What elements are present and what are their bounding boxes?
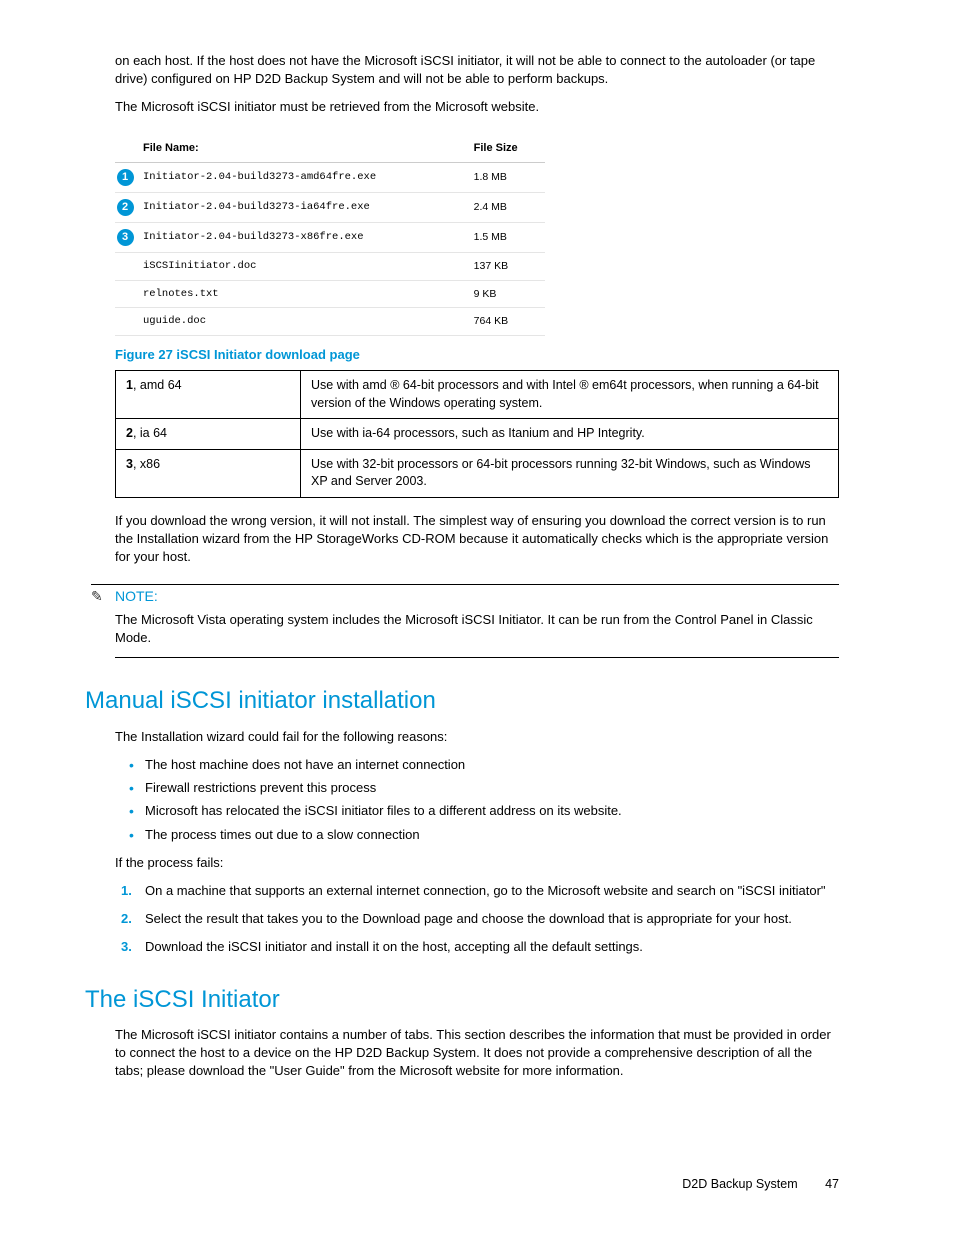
callout-badge-3: 3 (117, 229, 134, 246)
key-desc: Use with 32-bit processors or 64-bit pro… (301, 449, 839, 497)
list-item: Microsoft has relocated the iSCSI initia… (115, 802, 839, 820)
file-table-header-name: File Name: (143, 135, 474, 163)
file-row: iSCSIinitiator.doc 137 KB (115, 252, 545, 280)
intro-paragraph-2: The Microsoft iSCSI initiator must be re… (115, 98, 839, 116)
key-label: , x86 (133, 457, 160, 471)
file-size: 137 KB (474, 252, 545, 280)
key-table: 1, amd 64 Use with amd ® 64-bit processo… (115, 370, 839, 498)
section2-p1: The Microsoft iSCSI initiator contains a… (115, 1026, 839, 1081)
file-name: Initiator-2.04-build3273-x86fre.exe (143, 222, 474, 252)
file-size: 9 KB (474, 280, 545, 308)
list-item: The host machine does not have an intern… (115, 756, 839, 774)
footer-page-number: 47 (825, 1177, 839, 1191)
fail-reasons-list: The host machine does not have an intern… (115, 756, 839, 844)
section1-p1: The Installation wizard could fail for t… (115, 728, 839, 746)
steps-list: 1.On a machine that supports an external… (115, 882, 839, 957)
key-num: 3 (126, 457, 133, 471)
key-num: 1 (126, 378, 133, 392)
callout-badge-1: 1 (117, 169, 134, 186)
file-size: 1.8 MB (474, 162, 545, 192)
list-item: 2.Select the result that takes you to th… (115, 910, 839, 928)
figure-caption: Figure 27 iSCSI Initiator download page (115, 346, 839, 364)
note-block: ✎ NOTE: The Microsoft Vista operating sy… (115, 584, 839, 658)
section1-p2: If the process fails: (115, 854, 839, 872)
key-row: 2, ia 64 Use with ia-64 processors, such… (116, 419, 839, 450)
key-row: 3, x86 Use with 32-bit processors or 64-… (116, 449, 839, 497)
note-icon: ✎ (91, 587, 115, 607)
note-heading: NOTE: (115, 587, 158, 607)
list-item: Firewall restrictions prevent this proce… (115, 779, 839, 797)
file-row: relnotes.txt 9 KB (115, 280, 545, 308)
key-desc: Use with amd ® 64-bit processors and wit… (301, 371, 839, 419)
file-row: 1 Initiator-2.04-build3273-amd64fre.exe … (115, 162, 545, 192)
file-name: Initiator-2.04-build3273-amd64fre.exe (143, 162, 474, 192)
footer-product: D2D Backup System (682, 1177, 797, 1191)
list-item: 1.On a machine that supports an external… (115, 882, 839, 900)
note-body: The Microsoft Vista operating system inc… (115, 611, 839, 658)
intro-paragraph-1: on each host. If the host does not have … (115, 52, 839, 88)
list-item: 3.Download the iSCSI initiator and insta… (115, 938, 839, 956)
file-name: uguide.doc (143, 308, 474, 336)
section-heading-manual-install: Manual iSCSI initiator installation (85, 684, 839, 718)
key-desc: Use with ia-64 processors, such as Itani… (301, 419, 839, 450)
callout-badge-2: 2 (117, 199, 134, 216)
key-row: 1, amd 64 Use with amd ® 64-bit processo… (116, 371, 839, 419)
key-num: 2 (126, 426, 133, 440)
file-download-table: File Name: File Size 1 Initiator-2.04-bu… (115, 135, 839, 336)
page-footer: D2D Backup System 47 (682, 1176, 839, 1194)
file-size: 1.5 MB (474, 222, 545, 252)
key-label: , ia 64 (133, 426, 167, 440)
file-name: relnotes.txt (143, 280, 474, 308)
file-row: 3 Initiator-2.04-build3273-x86fre.exe 1.… (115, 222, 545, 252)
file-name: Initiator-2.04-build3273-ia64fre.exe (143, 192, 474, 222)
key-label: , amd 64 (133, 378, 182, 392)
after-table-paragraph: If you download the wrong version, it wi… (115, 512, 839, 567)
file-size: 2.4 MB (474, 192, 545, 222)
file-table-header-size: File Size (474, 135, 545, 163)
section-heading-iscsi-initiator: The iSCSI Initiator (85, 983, 839, 1017)
file-name: iSCSIinitiator.doc (143, 252, 474, 280)
file-row: 2 Initiator-2.04-build3273-ia64fre.exe 2… (115, 192, 545, 222)
file-row: uguide.doc 764 KB (115, 308, 545, 336)
file-size: 764 KB (474, 308, 545, 336)
list-item: The process times out due to a slow conn… (115, 826, 839, 844)
